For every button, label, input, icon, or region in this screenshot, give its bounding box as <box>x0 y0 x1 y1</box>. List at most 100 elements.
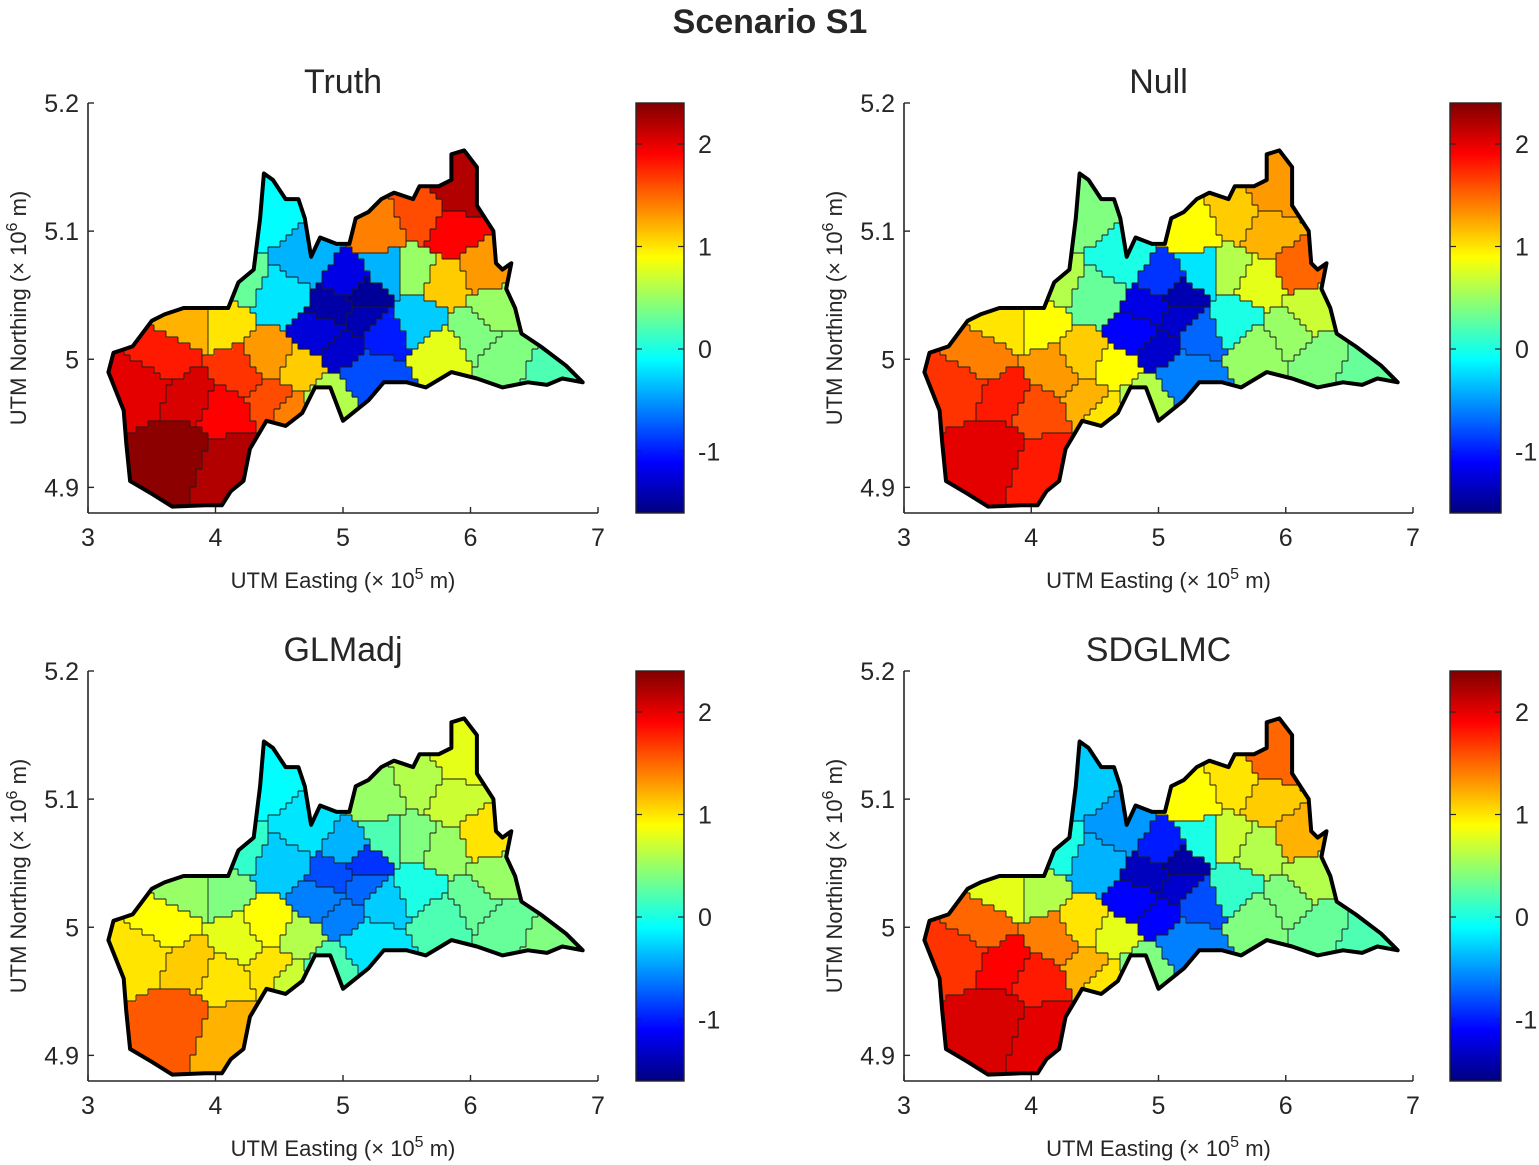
map-region <box>1018 911 1079 966</box>
y-tick-label: 5 <box>65 346 79 374</box>
map-region <box>160 367 215 428</box>
x-axis-label: UTM Easting (× 105 m) <box>231 1134 456 1161</box>
panel-truth: Truth 3 4 5 6 7 4.9 5 5.1 5.2 UTM Easting (× 105 m… <box>4 63 720 593</box>
map-region <box>358 815 401 870</box>
colorbar-tick-label: 1 <box>698 802 712 830</box>
map-region <box>1066 833 1127 900</box>
x-tick-label: 7 <box>591 1092 605 1120</box>
map-region <box>346 307 389 338</box>
x-tick-label: 5 <box>1152 1092 1166 1120</box>
map-region <box>394 863 449 918</box>
y-tick-label: 4.9 <box>860 474 895 502</box>
y-axis-label: UTM Northing (× 106 m) <box>820 759 847 993</box>
colorbar-tick-label: 2 <box>698 699 712 727</box>
map-region <box>1144 150 1223 254</box>
x-tick-label: 5 <box>336 524 350 552</box>
x-tick-label: 7 <box>591 524 605 552</box>
map-region <box>244 893 293 948</box>
y-tick-label: 4.9 <box>44 474 79 502</box>
colorbar-tick-label: 0 <box>698 904 712 932</box>
y-axis-label: UTM Northing (× 106 m) <box>4 759 31 993</box>
map-region <box>448 875 503 936</box>
colorbar-tick-label: -1 <box>698 1007 720 1035</box>
y-axis-label: UTM Northing (× 106 m) <box>820 191 847 425</box>
map-region <box>448 307 503 368</box>
panel-title: Truth <box>304 63 382 101</box>
colorbar-gradient <box>1449 670 1502 1082</box>
colorbar-gradient <box>635 670 685 1082</box>
x-tick-label: 5 <box>1152 524 1166 552</box>
colorbar: -1 0 1 2 <box>1449 670 1537 1082</box>
map-region <box>424 211 503 260</box>
map-region <box>400 241 437 296</box>
map-region <box>202 343 263 398</box>
map-region <box>136 779 269 876</box>
map-region <box>1216 241 1253 296</box>
panel-title: Null <box>1129 63 1188 101</box>
map-region <box>1156 307 1205 338</box>
figure-title: Scenario S1 <box>673 3 868 41</box>
x-tick-label: 4 <box>209 524 223 552</box>
map-region <box>952 211 1085 308</box>
map-region <box>196 385 257 440</box>
x-axis-label: UTM Easting (× 105 m) <box>1046 1134 1271 1161</box>
colorbar-tick-label: 1 <box>698 234 712 262</box>
x-axis-label: UTM Easting (× 105 m) <box>1046 566 1271 593</box>
colorbar-tick-label: 2 <box>1515 131 1529 159</box>
y-tick-label: 5.2 <box>860 90 895 118</box>
map-region <box>286 313 347 356</box>
map-region <box>400 809 437 864</box>
x-tick-label: 7 <box>1406 524 1420 552</box>
x-tick-label: 7 <box>1406 1092 1420 1120</box>
map-region <box>250 833 311 900</box>
map-region <box>244 379 293 434</box>
y-tick-label: 5 <box>65 914 79 942</box>
colorbar: -1 0 1 2 <box>1449 102 1537 514</box>
map-region <box>976 935 1031 996</box>
map-region <box>244 947 293 1002</box>
map-region <box>322 899 365 942</box>
axes: 3 4 5 6 7 4.9 5 5.1 5.2 UTM Easting (× 105 m) UTM … <box>4 90 605 593</box>
map-region <box>244 325 293 380</box>
map-region <box>1174 247 1217 302</box>
x-tick-label: 6 <box>1279 524 1293 552</box>
x-tick-label: 4 <box>1024 524 1038 552</box>
map-region <box>1060 947 1109 1002</box>
map-region <box>328 718 407 822</box>
x-tick-label: 4 <box>1024 1092 1038 1120</box>
y-tick-label: 5 <box>881 914 895 942</box>
map-region <box>322 331 365 374</box>
map-region <box>394 295 449 350</box>
colorbar-tick-label: -1 <box>1515 1007 1537 1035</box>
x-tick-label: 3 <box>897 1092 911 1120</box>
map-region <box>136 211 269 308</box>
map-region <box>1060 379 1109 434</box>
x-axis-label: UTM Easting (× 105 m) <box>231 566 456 593</box>
panel-title: SDGLMC <box>1086 631 1231 669</box>
y-tick-label: 5.2 <box>44 658 79 686</box>
colorbar-tick-label: 1 <box>1515 802 1529 830</box>
map-region <box>424 779 503 828</box>
y-tick-label: 4.9 <box>860 1042 895 1070</box>
y-tick-label: 5.1 <box>44 218 79 246</box>
map-region <box>346 875 389 906</box>
map-region <box>1138 899 1181 942</box>
map-regions <box>924 718 1398 1075</box>
map-region <box>976 367 1031 428</box>
region-outline <box>922 716 1400 1077</box>
x-tick-label: 6 <box>464 1092 478 1120</box>
map-region <box>1240 211 1319 260</box>
colorbar: -1 0 1 2 <box>635 102 720 514</box>
map-region <box>1144 718 1223 822</box>
map-regions <box>924 150 1398 507</box>
colorbar-tick-label: 1 <box>1515 234 1529 262</box>
map-region <box>286 881 347 924</box>
map-region <box>328 150 407 254</box>
map-region <box>1240 779 1319 828</box>
panel-title: GLMadj <box>283 631 402 669</box>
map-region <box>1102 313 1157 356</box>
y-tick-label: 5.1 <box>860 218 895 246</box>
colorbar-tick-label: 0 <box>698 336 712 364</box>
y-tick-label: 5.1 <box>860 786 895 814</box>
map-region <box>1012 385 1073 440</box>
